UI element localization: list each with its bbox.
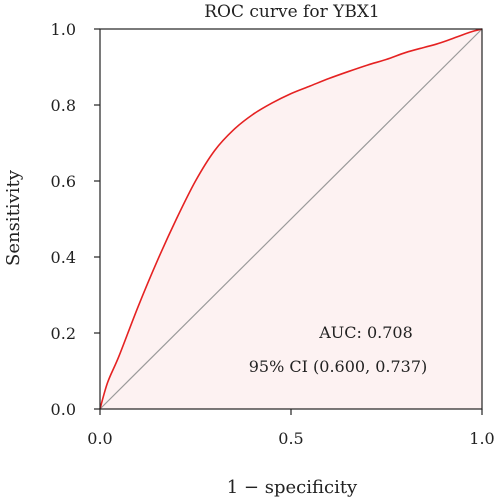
x-axis-label: 1 − specificity: [227, 477, 358, 498]
reference-diagonal: [99, 28, 483, 410]
y-tick-label: 0.4: [51, 248, 76, 267]
y-axis-label: Sensitivity: [3, 169, 24, 266]
y-tick-label: 1.0: [51, 20, 76, 39]
x-tick-label: 1.0: [469, 429, 494, 448]
auc-annotation: AUC: 0.708: [318, 323, 413, 342]
chart-title: ROC curve for YBX1: [204, 2, 380, 22]
y-axis-ticks: 0.0 0.2 0.4 0.6 0.8 1.0: [51, 20, 100, 419]
x-axis-ticks: 0.0 0.5 1.0: [87, 409, 494, 448]
y-tick-label: 0.8: [51, 96, 76, 115]
x-tick-label: 0.5: [278, 429, 303, 448]
roc-curve-line: [99, 28, 483, 410]
y-tick-label: 0.0: [51, 400, 76, 419]
y-tick-label: 0.2: [51, 324, 76, 343]
y-tick-label: 0.6: [51, 172, 76, 191]
ci-annotation: 95% CI (0.600, 0.737): [249, 357, 428, 376]
x-tick-label: 0.0: [87, 429, 112, 448]
